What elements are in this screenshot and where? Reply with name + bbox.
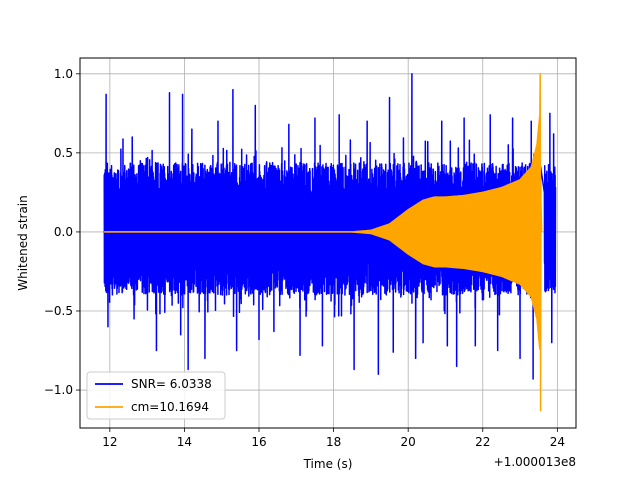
x-tick-label: 14 — [177, 435, 192, 449]
x-tick-label: 20 — [401, 435, 416, 449]
plot-frame — [79, 57, 577, 429]
x-offset-label: +1.000013e8 — [494, 455, 576, 469]
x-tick-label: 22 — [475, 435, 490, 449]
x-tick-label: 18 — [326, 435, 341, 449]
y-tick-label: 0.5 — [54, 146, 73, 160]
x-axis: 12 14 16 18 20 22 24 — [102, 428, 565, 449]
legend: SNR= 6.0338 cm=10.1694 — [86, 371, 226, 420]
legend-label-template: cm=10.1694 — [131, 400, 209, 414]
y-tick-label: −1.0 — [44, 383, 73, 397]
x-tick-label: 24 — [550, 435, 565, 449]
x-axis-label: Time (s) — [303, 457, 353, 471]
y-tick-label: 1.0 — [54, 67, 73, 81]
data-layer — [103, 73, 557, 412]
y-axis-label: Whitened strain — [16, 195, 30, 291]
x-tick-label: 16 — [251, 435, 266, 449]
x-tick-label: 12 — [102, 435, 117, 449]
y-tick-label: −0.5 — [44, 304, 73, 318]
y-axis: −1.0 −0.5 0.0 0.5 1.0 — [44, 67, 80, 397]
legend-label-snr: SNR= 6.0338 — [131, 377, 212, 391]
y-tick-label: 0.0 — [54, 225, 73, 239]
